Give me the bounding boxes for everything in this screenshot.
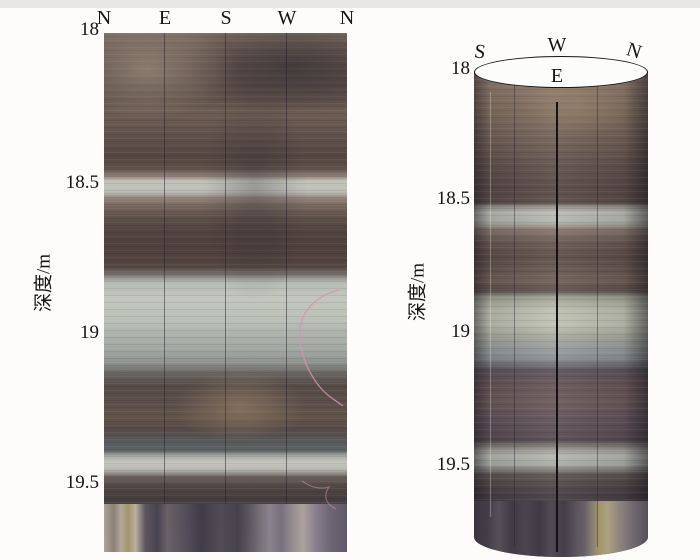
compass-label-right-e: E <box>550 65 564 87</box>
cylinder-quarter-line-left <box>514 82 515 547</box>
depth-tick-left-19-5: 19.5 <box>65 472 99 493</box>
compass-label-left-s: S <box>220 7 232 29</box>
depth-tick-left-19: 19 <box>80 322 99 343</box>
compass-label-left-e: E <box>158 7 172 29</box>
blurred-streak-zone-right <box>474 501 648 557</box>
depth-tick-right-19-5: 19.5 <box>436 454 470 475</box>
cylinder-center-line <box>556 102 558 552</box>
page-top-strip <box>0 0 700 8</box>
core-cylinder-body <box>474 72 648 557</box>
orientation-gridline-s <box>225 33 226 552</box>
orientation-gridline-e <box>164 33 165 552</box>
orientation-gridline-w <box>286 33 287 552</box>
compass-label-left-n2: N <box>339 7 355 29</box>
depth-tick-right-18: 18 <box>451 58 470 79</box>
fracture-annotation <box>299 289 344 510</box>
depth-tick-left-18-5: 18.5 <box>65 172 99 193</box>
depth-tick-right-18-5: 18.5 <box>436 188 470 209</box>
cylinder-quarter-line-right <box>597 82 598 547</box>
compass-label-left-w: W <box>277 7 297 29</box>
compass-label-left-n1: N <box>96 7 112 29</box>
cylinder-highlight-line <box>490 92 491 517</box>
depth-tick-right-19: 19 <box>451 321 470 342</box>
blurred-streak-zone-left <box>104 504 347 552</box>
borehole-unrolled-image <box>104 33 347 552</box>
depth-axis-label-right: 深度/m <box>407 262 429 322</box>
compass-label-right-w: W <box>547 34 567 56</box>
borehole-core-3d: E <box>474 56 648 557</box>
cylinder-top-ellipse <box>474 56 648 88</box>
depth-tick-left-18: 18 <box>80 19 99 40</box>
depth-axis-label-left: 深度/m <box>33 253 55 313</box>
